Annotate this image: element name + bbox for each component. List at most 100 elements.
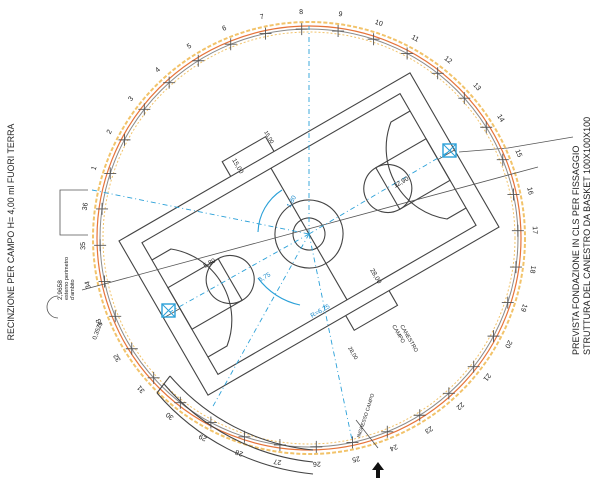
radius-note: 2,9658 esterno perimetro d'ambito [46, 257, 76, 319]
fence-post-number: 31 [136, 384, 146, 395]
bleacher-stand [156, 375, 314, 475]
fence-post-mark [381, 425, 394, 438]
fence-post-mark [118, 133, 131, 146]
fence-post-mark [507, 188, 520, 201]
fence-post-mark [192, 54, 205, 67]
court-axis-line [81, 166, 539, 291]
bench-niche-bottom [345, 290, 399, 332]
fence-post-mark [147, 371, 160, 384]
fence-post-mark [310, 440, 323, 453]
fence-post-number: 23 [423, 424, 433, 434]
foundation-note-line2: STRUTTURA DEL CANESTRO DA BASKET 100X100… [582, 117, 592, 355]
fence-post-number: 2 [106, 129, 114, 136]
fence-post-number: 3 [127, 95, 135, 102]
fence-post-number: 35 [80, 242, 87, 250]
fence-post-number: 7 [259, 14, 264, 22]
fence-post-number: 33 [95, 317, 104, 327]
fence-post-mark [458, 92, 471, 105]
foundation-note-line1: PREVISTA FONDAZIONE IN CLS PER FISSAGGIO [571, 146, 581, 355]
fence-post-number: 19 [519, 303, 528, 313]
fence-post-number: 14 [495, 113, 505, 123]
label-court-width: 15,00 [230, 158, 244, 176]
dimension-bracket [59, 189, 88, 236]
fence-post-mark [163, 76, 176, 89]
fence-post-number: 36 [82, 202, 90, 211]
fence-post-number: 27 [273, 457, 282, 465]
fence-post-number: 32 [113, 352, 123, 362]
fence-post-mark [94, 239, 107, 252]
fence-post-mark [174, 396, 187, 409]
gate-label: INGRESSO CAMPO [356, 393, 376, 439]
entrance-gate: INGRESSO CAMPO [355, 393, 384, 478]
fence-post-mark [511, 224, 524, 237]
dim-arc-a: 6,75 [258, 271, 273, 284]
fence-post-mark [104, 167, 117, 180]
center-circle-outer [274, 199, 344, 269]
fence-post-number: 25 [351, 454, 360, 462]
fence-post-mark [367, 33, 380, 46]
fence-post-mark [98, 275, 111, 288]
basket-foundation-left [161, 303, 176, 318]
entrance-arrow-icon [372, 462, 384, 478]
fence-post-number: 28 [234, 448, 244, 457]
fence-post-number: 15 [513, 149, 522, 159]
label-diag-a: 28,00 [346, 346, 358, 361]
left-three-point-arc [151, 248, 233, 358]
fence-post-mark [96, 202, 109, 215]
fence-post-number: 30 [165, 410, 176, 420]
fence-post-mark [480, 121, 493, 134]
fence-post-mark [501, 296, 514, 309]
dimension-lines [91, 26, 456, 441]
fence-post-mark [125, 342, 138, 355]
radius-note-line2: d'ambito [70, 279, 76, 300]
fence-post-mark [224, 38, 237, 51]
label-basket-right: 12,90 [393, 175, 411, 189]
fence-height-note: RECINZIONE PER CAMPO H= 4,00 ml FUORI TE… [6, 124, 16, 341]
fence-post-number: 18 [528, 265, 536, 274]
fence-post-number: 21 [481, 372, 491, 383]
basket-foundation-right [442, 143, 457, 158]
fence-post-number: 9 [338, 11, 343, 18]
fence-post-mark [109, 310, 122, 323]
fence-post-number: 1 [91, 165, 99, 171]
fence-post-number: 22 [455, 400, 466, 410]
right-key [375, 137, 451, 211]
fence-post-number: 24 [388, 442, 398, 451]
fence-post-number: 34 [84, 280, 92, 289]
fence-post-mark [401, 47, 414, 60]
fence-post-mark [238, 430, 251, 443]
radius-note-line1: esterno perimetro [64, 257, 70, 300]
radius-value: 2,9658 [57, 280, 64, 300]
left-free-throw-circle [205, 254, 255, 305]
fence-post-mark [487, 330, 500, 343]
fence-post-mark [431, 67, 444, 80]
fence-post-number: 8 [299, 9, 303, 16]
fence-post-number: 4 [154, 66, 162, 74]
fence-post-number: 10 [374, 19, 384, 28]
fence-post-mark [467, 360, 480, 373]
dim-arc-b: R=6,25 [310, 303, 332, 320]
foundation-leader-line [458, 136, 574, 153]
fence-post-mark [332, 25, 345, 38]
bench-niche-top [221, 135, 275, 177]
fence-post-number: 16 [525, 187, 533, 196]
right-free-throw-circle [363, 163, 413, 214]
fence-post-number: 13 [471, 82, 481, 93]
label-court-depth: 28,00 [368, 268, 382, 286]
fence-post-number: 5 [186, 43, 193, 51]
fence-post-number: 29 [198, 432, 208, 442]
fence-post-mark [496, 153, 509, 166]
fence-post-number: 26 [313, 460, 321, 467]
fence-post-mark [259, 27, 272, 40]
fence-post-number: 6 [221, 25, 227, 33]
right-three-point-arc [385, 110, 467, 220]
fence-post-number: 17 [531, 226, 538, 234]
fence-post-number: 11 [410, 34, 420, 44]
fence-post-mark [442, 387, 455, 400]
fence-post-mark [138, 103, 151, 116]
fence-post-number: 12 [443, 55, 454, 65]
fence-post-number: 20 [503, 339, 513, 349]
fence-post-mark [295, 23, 308, 36]
